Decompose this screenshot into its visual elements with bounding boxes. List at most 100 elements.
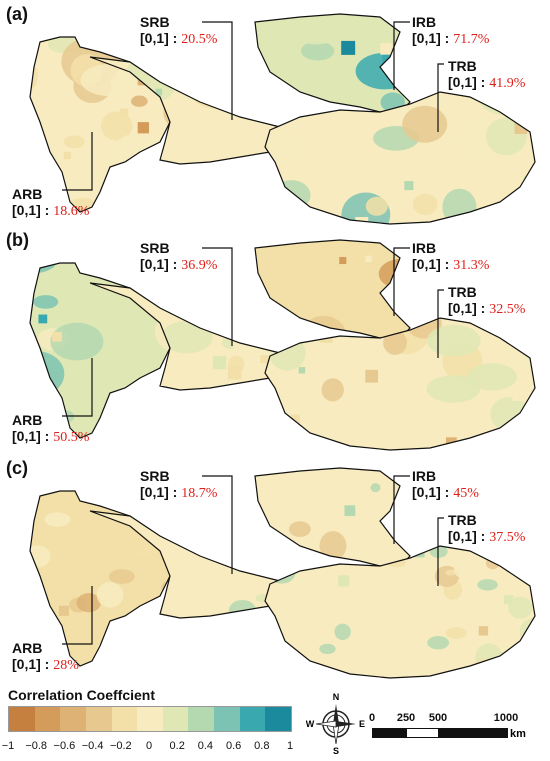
- compass-s: S: [333, 746, 339, 756]
- basin-boundary-irb: [254, 13, 411, 113]
- compass-e: E: [359, 719, 365, 729]
- colorbar-tick-label: 0.8: [254, 740, 270, 752]
- percent-value: 50.5%: [53, 430, 90, 445]
- scale-label-0: 0: [368, 712, 376, 724]
- colorbar-tick-label: 0.4: [197, 740, 214, 752]
- colorbar-tick-label: 0.6: [225, 740, 242, 752]
- colorbar-ticks: −1 −0.8 −0.6 −0.4 −0.2 0 0.2 0.4 0.6 0.8 1: [0, 740, 300, 756]
- basin-boundary-arb: [29, 490, 171, 667]
- compass-n: N: [333, 692, 340, 702]
- percent-value: 31.3%: [453, 258, 490, 273]
- range-label: [0,1] :: [12, 202, 54, 218]
- percent-value: 18.6%: [53, 204, 90, 219]
- basin-boundary-trb: [264, 317, 536, 451]
- percent-value: 20.5%: [181, 32, 218, 47]
- scale-segment: [372, 728, 408, 738]
- percent-value: 37.5%: [489, 530, 526, 545]
- scale-bar: 0 250 500 1000 km: [368, 712, 526, 752]
- basin-boundary-arb: [29, 262, 171, 439]
- map-svg: [29, 467, 536, 679]
- basin-boundary-irb: [254, 467, 411, 567]
- basin-name: SRB: [140, 240, 170, 256]
- range-label: [0,1] :: [448, 300, 490, 316]
- colorbar: [8, 706, 292, 732]
- basin-annotation-irb: IRB [0,1] : 45%: [412, 468, 479, 502]
- compass-rose: N S W E: [306, 690, 366, 756]
- colorbar-tick-label: 1: [286, 740, 294, 752]
- basin-boundary-arb: [29, 36, 171, 213]
- basin-annotation-srb: SRB [0,1] : 20.5%: [140, 14, 217, 48]
- basin-name: TRB: [448, 284, 477, 300]
- basin-name: TRB: [448, 512, 477, 528]
- range-label: [0,1] :: [12, 656, 54, 672]
- colorbar-tick-label: −0.8: [25, 740, 48, 752]
- percent-value: 71.7%: [453, 32, 490, 47]
- leader-line: [62, 586, 93, 645]
- colorbar-swatch: [60, 707, 86, 731]
- range-label: [0,1] :: [12, 428, 54, 444]
- percent-value: 36.9%: [181, 258, 218, 273]
- basin-name: IRB: [412, 14, 437, 30]
- leader-line: [393, 21, 410, 90]
- basin-annotation-srb: SRB [0,1] : 18.7%: [140, 468, 217, 502]
- colorbar-tick-label: −0.2: [109, 740, 132, 752]
- basin-annotation-irb: IRB [0,1] : 31.3%: [412, 240, 489, 274]
- percent-value: 28%: [53, 658, 79, 673]
- compass-icon: N S W E: [306, 692, 365, 756]
- scale-label-500: 500: [428, 712, 448, 724]
- scale-unit: km: [510, 728, 526, 740]
- map-panel: (a) SRB [0,1] : 20.5% IRB [0,1] : 71.7% TRB [0…: [0, 2, 550, 228]
- colorbar-tick-label: 0.2: [169, 740, 185, 752]
- scale-segment: [438, 728, 508, 738]
- basin-name: ARB: [12, 640, 43, 656]
- leader-line: [202, 475, 233, 574]
- leader-line: [393, 247, 410, 316]
- basin-boundary-srb: [89, 282, 301, 391]
- leader-line: [393, 475, 410, 544]
- leader-line: [62, 358, 93, 417]
- colorbar-swatch: [137, 707, 163, 731]
- colorbar-swatch: [9, 707, 35, 731]
- basin-annotation-arb: ARB [0,1] : 28%: [12, 640, 79, 674]
- scale-segment: [406, 728, 440, 738]
- map-svg: [29, 239, 536, 451]
- leader-line: [202, 247, 233, 346]
- percent-value: 41.9%: [489, 76, 526, 91]
- basin-annotation-arb: ARB [0,1] : 50.5%: [12, 412, 89, 446]
- map-svg: [29, 13, 536, 225]
- basin-annotation-trb: TRB [0,1] : 32.5%: [448, 284, 525, 318]
- basin-annotation-trb: TRB [0,1] : 37.5%: [448, 512, 525, 546]
- basin-boundary-irb: [254, 239, 411, 339]
- colorbar-swatch: [34, 707, 61, 731]
- leader-line: [62, 132, 93, 191]
- range-label: [0,1] :: [412, 30, 454, 46]
- basin-name: ARB: [12, 186, 43, 202]
- colorbar-swatch: [111, 707, 138, 731]
- panel-label: (c): [6, 458, 28, 478]
- colorbar-swatch: [162, 707, 189, 731]
- map-panel: (b) SRB [0,1] : 36.9% IRB [0,1] : 31.3% TRB [0…: [0, 228, 550, 454]
- range-label: [0,1] :: [412, 256, 454, 272]
- leader-line: [437, 517, 444, 586]
- basin-name: IRB: [412, 240, 437, 256]
- range-label: [0,1] :: [448, 74, 490, 90]
- scale-label-1000: 1000: [493, 712, 519, 724]
- basin-name: SRB: [140, 468, 170, 484]
- range-label: [0,1] :: [412, 484, 454, 500]
- panel-label: (a): [6, 4, 28, 24]
- colorbar-swatch: [265, 707, 292, 731]
- range-label: [0,1] :: [140, 30, 182, 46]
- scale-label-250: 250: [396, 712, 416, 724]
- colorbar-swatch: [85, 707, 112, 731]
- panel-label: (b): [6, 230, 29, 250]
- colorbar-tick-label: −0.6: [53, 740, 76, 752]
- basin-boundary-trb: [264, 91, 536, 225]
- basin-annotation-arb: ARB [0,1] : 18.6%: [12, 186, 89, 220]
- basin-annotation-irb: IRB [0,1] : 71.7%: [412, 14, 489, 48]
- colorbar-tick-label: −0.4: [81, 740, 104, 752]
- range-label: [0,1] :: [140, 484, 182, 500]
- basin-name: SRB: [140, 14, 170, 30]
- percent-value: 45%: [453, 486, 479, 501]
- basin-boundary-trb: [264, 545, 536, 679]
- compass-w: W: [306, 719, 315, 729]
